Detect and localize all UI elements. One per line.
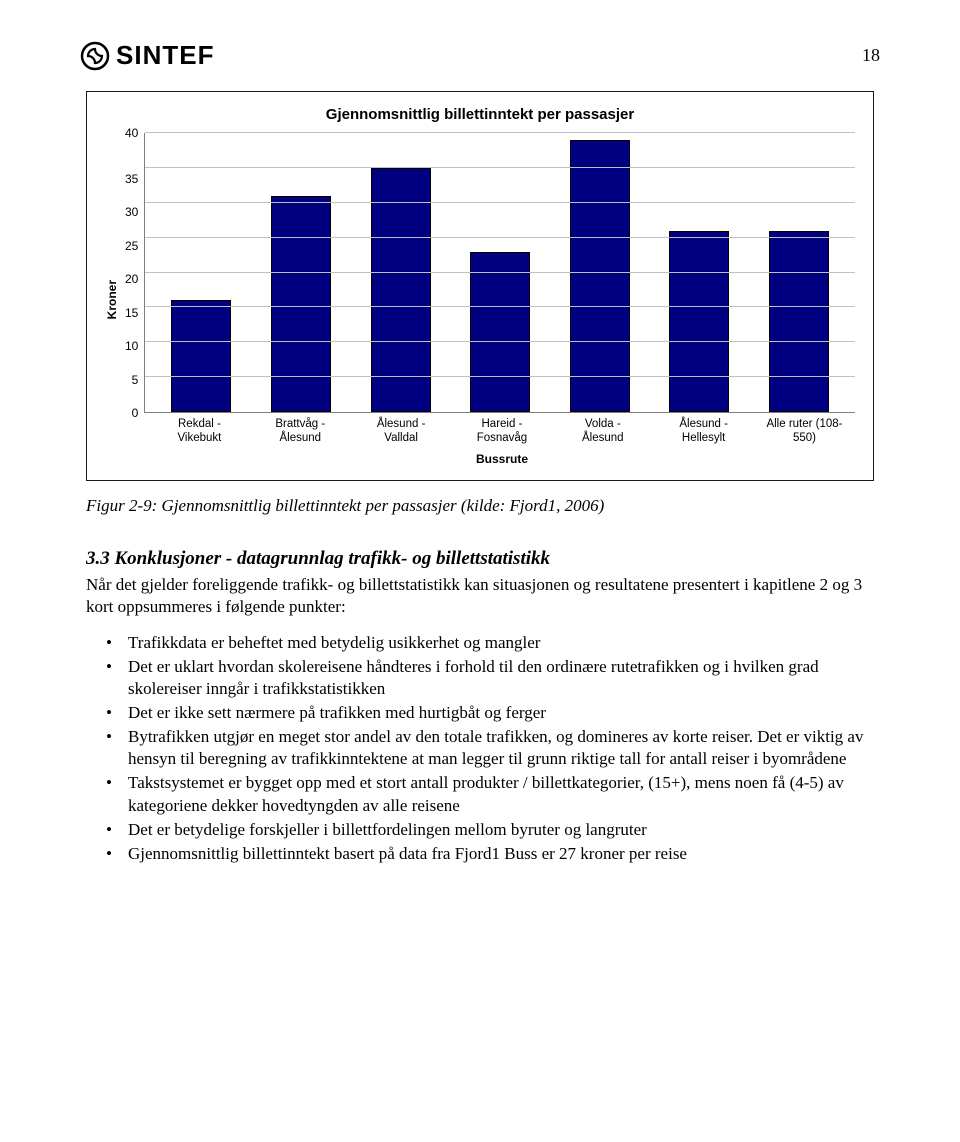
chart-body: Kroner 4035302520151050 Rekdal - Vikebuk… [105,133,855,466]
x-tick-label: Ålesund - Valldal [361,417,441,446]
grid-line [145,202,855,203]
bar [669,231,729,412]
y-tick-label: 5 [125,374,138,386]
grid-line [145,376,855,377]
grid-line [145,306,855,307]
y-tick-label: 30 [125,206,138,218]
section-intro: Når det gjelder foreliggende trafikk- og… [86,574,874,618]
bullet-list: Trafikkdata er beheftet med betydelig us… [86,632,874,865]
page-number: 18 [862,45,880,66]
y-tick-label: 25 [125,240,138,252]
figure-caption: Figur 2-9: Gjennomsnittlig billettinntek… [86,495,874,518]
list-item: Gjennomsnittlig billettinntekt basert på… [128,843,874,865]
x-tick-label: Brattvåg - Ålesund [260,417,340,446]
x-tick-label: Rekdal - Vikebukt [159,417,239,446]
logo-text: SINTEF [116,40,214,71]
chart-title: Gjennomsnittlig billettinntekt per passa… [105,106,855,123]
plot: 4035302520151050 [125,133,855,413]
y-ticks: 4035302520151050 [125,133,144,413]
list-item: Bytrafikken utgjør en meget stor andel a… [128,726,874,770]
bar [470,252,530,412]
x-axis-label: Bussrute [149,452,855,466]
plot-wrap: 4035302520151050 Rekdal - VikebuktBrattv… [125,133,855,466]
sintef-logo: SINTEF [80,40,214,71]
bar [570,140,630,412]
y-tick-label: 15 [125,307,138,319]
x-labels: Rekdal - Vikebukt Brattvåg - Ålesund Ålesu… [149,417,855,446]
list-item: Det er ikke sett nærmere på trafikken me… [128,702,874,724]
bars-container [145,133,855,412]
list-item: Trafikkdata er beheftet med betydelig us… [128,632,874,654]
y-tick-label: 10 [125,340,138,352]
list-item: Takstsystemet er bygget opp med et stort… [128,772,874,816]
bar [171,300,231,412]
y-tick-label: 40 [125,127,138,139]
grid-line [145,132,855,133]
x-tick-label: Volda - Ålesund [563,417,643,446]
x-tick-label: Hareid - Fosnavåg [462,417,542,446]
plot-area [144,133,855,413]
section-heading: 3.3 Konklusjoner - datagrunnlag trafikk-… [86,548,874,570]
bar [769,231,829,412]
list-item: Det er uklart hvordan skolereisene håndt… [128,656,874,700]
x-tick-label: Alle ruter (108-550) [764,417,844,446]
y-tick-label: 20 [125,273,138,285]
grid-line [145,167,855,168]
y-tick-label: 35 [125,173,138,185]
grid-line [145,237,855,238]
chart-frame: Gjennomsnittlig billettinntekt per passa… [86,91,874,481]
y-axis-label: Kroner [105,280,119,319]
list-item: Det er betydelige forskjeller i billettf… [128,819,874,841]
y-tick-label: 0 [125,407,138,419]
grid-line [145,341,855,342]
x-tick-label: Ålesund - Hellesylt [664,417,744,446]
page-header: SINTEF 18 [80,40,880,71]
logo-icon [80,41,110,71]
bar [271,196,331,412]
grid-line [145,272,855,273]
